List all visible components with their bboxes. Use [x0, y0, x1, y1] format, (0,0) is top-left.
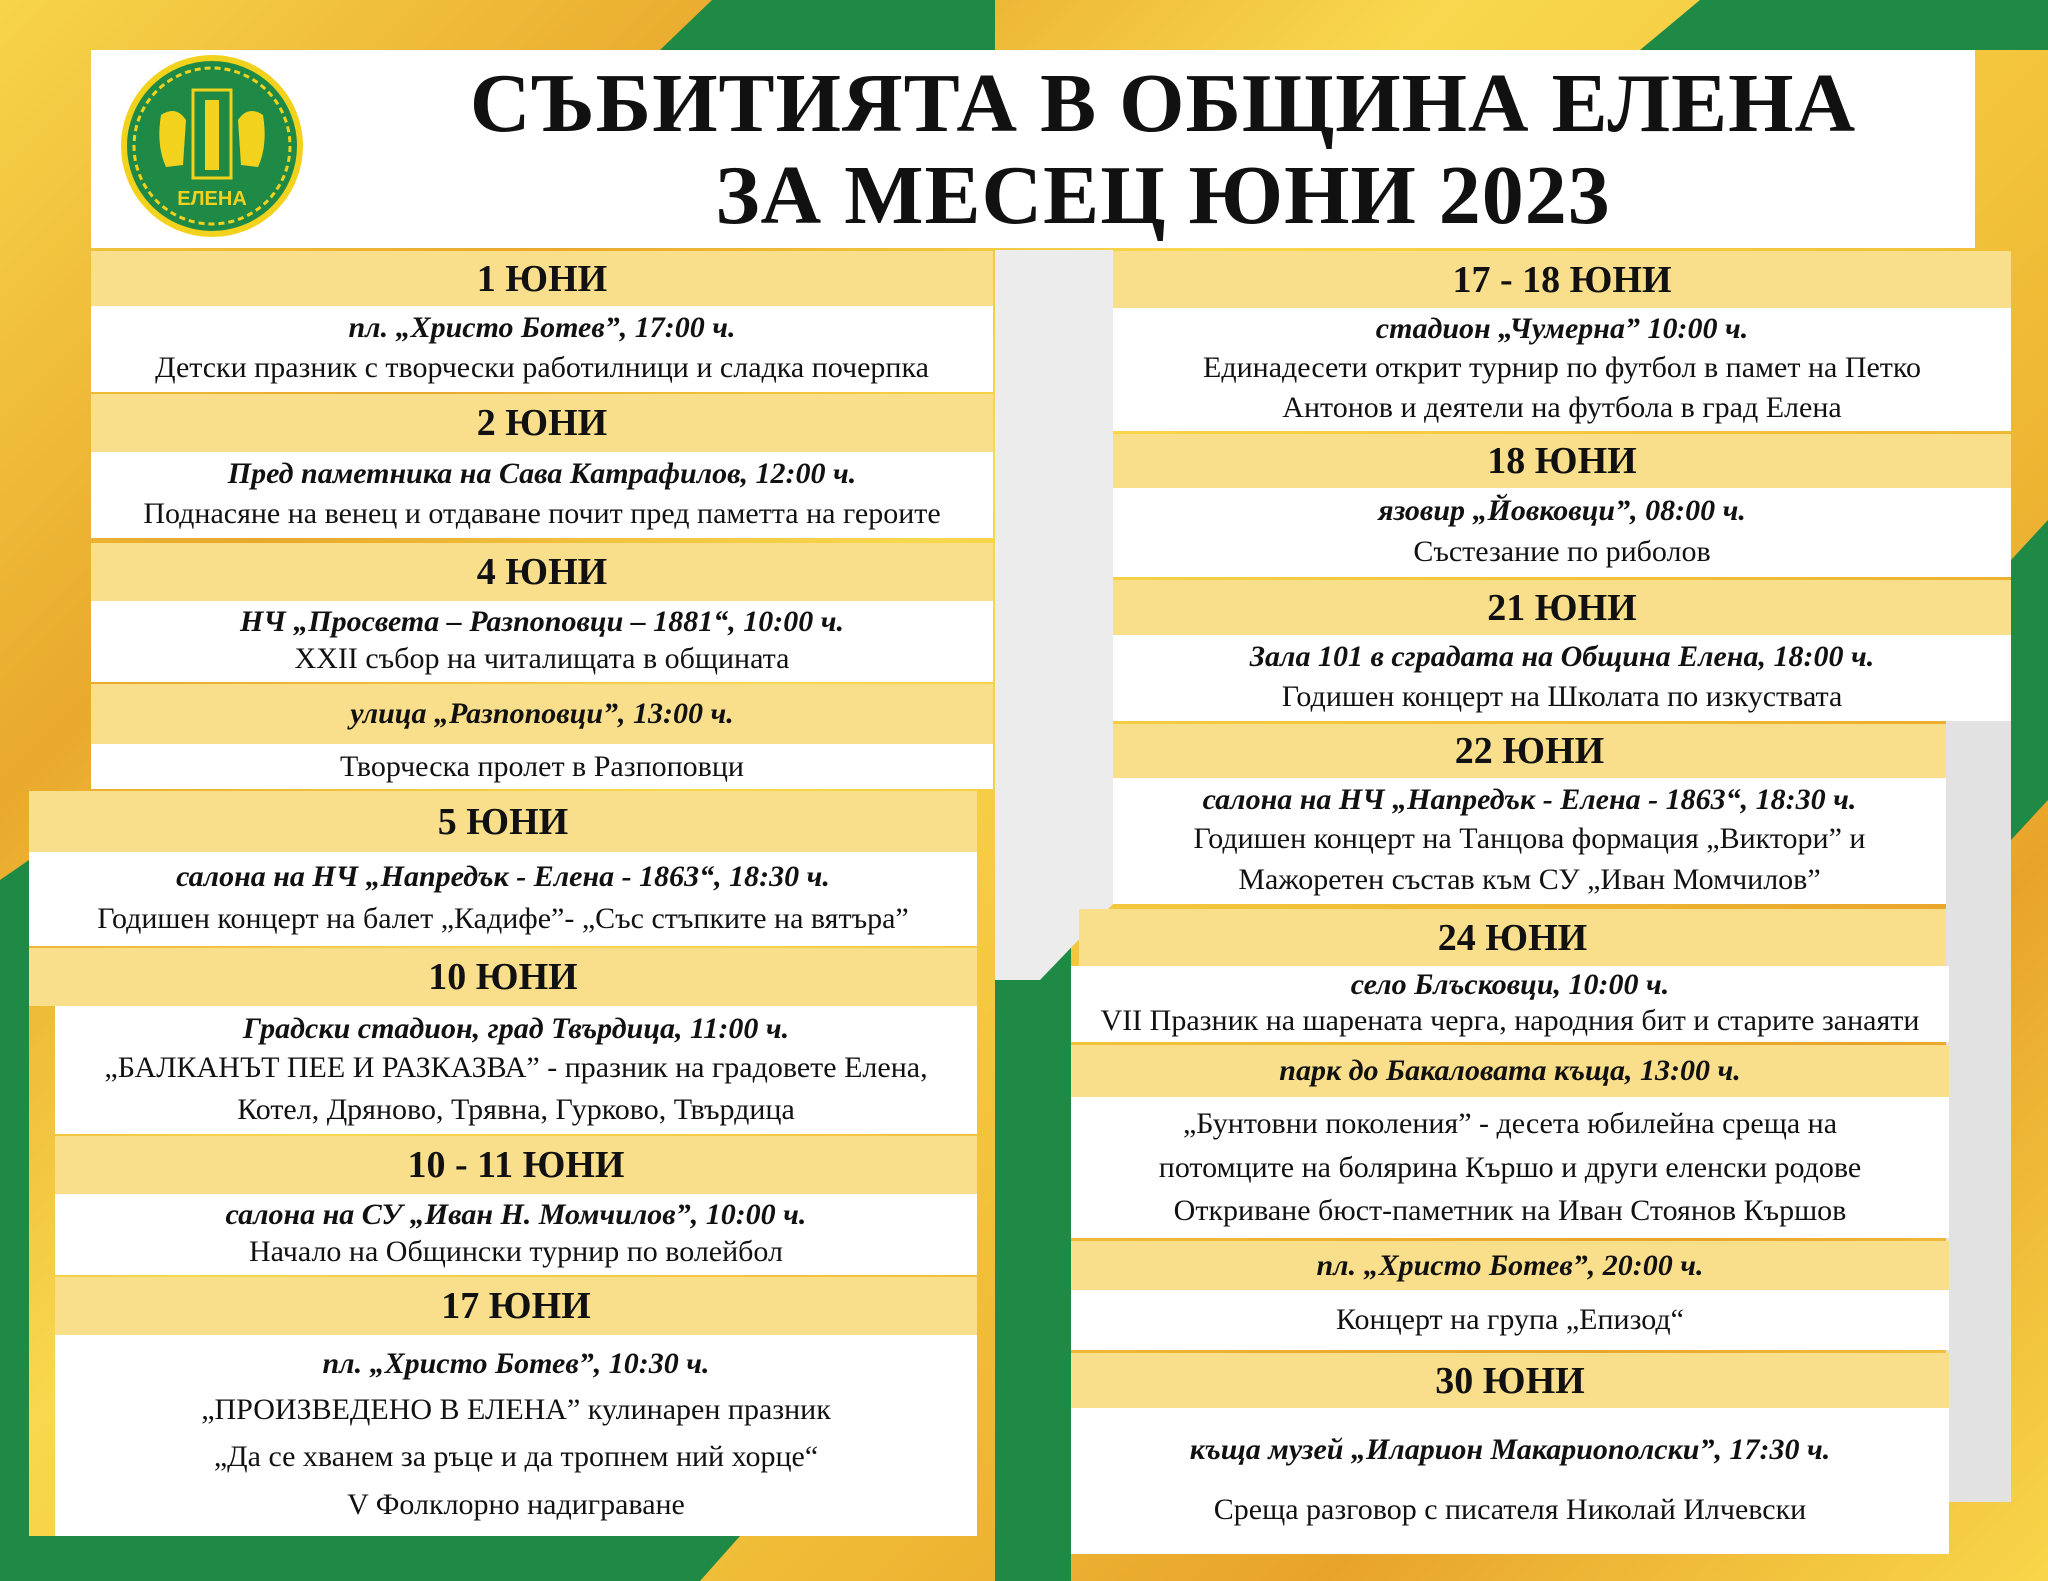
event-description: Годишен концерт на Школата по изкуствата — [1281, 679, 1843, 713]
event-date-heading: 24 ЮНИ — [1079, 909, 1946, 966]
event-details: НЧ „Просвета – Разпоповци – 1881“, 10:00… — [91, 601, 993, 682]
logo-text: ЕЛЕНА — [177, 188, 247, 210]
event-details: село Блъсковци, 10:00 ч. VII Празник на ш… — [1071, 966, 1949, 1042]
event-description: XXII събор на читалищата в общината — [294, 642, 790, 676]
event-description: Антонов и деятели на футбола в град Елен… — [1282, 390, 1842, 424]
event-date-heading: 1 ЮНИ — [91, 251, 993, 306]
event-description: Състезание по риболов — [1413, 534, 1711, 568]
event-description: „Бунтовни поколения” - десета юбилейна с… — [1182, 1106, 1838, 1140]
green-band-center — [995, 860, 1071, 1581]
event-description: „БАЛКАНЪТ ПЕЕ И РАЗКАЗВА” - празник на г… — [104, 1051, 928, 1084]
event-venue-band: пл. „Христо Ботев”, 20:00 ч. — [1071, 1241, 1949, 1290]
event-venue-time: салона на СУ „Иван Н. Момчилов”, 10:00 ч… — [225, 1197, 807, 1231]
event-date-heading: 22 ЮНИ — [1113, 724, 1946, 778]
event-description: Единадесети открит турнир по футбол в па… — [1203, 350, 1921, 384]
event-date-heading: 17 - 18 ЮНИ — [1113, 251, 2011, 308]
page-title: СЪБИТИЯТА В ОБЩИНА ЕЛЕНА ЗА МЕСЕЦ ЮНИ 20… — [351, 58, 1975, 242]
event-details: Градски стадион, град Твърдица, 11:00 ч.… — [55, 1006, 977, 1134]
event-details: Концерт на група „Епизод“ — [1071, 1290, 1949, 1350]
green-band-right — [2011, 520, 2048, 840]
header: ЕЛЕНА СЪБИТИЯТА В ОБЩИНА ЕЛЕНА ЗА МЕСЕЦ … — [91, 50, 1975, 248]
event-venue-time: пл. „Христо Ботев”, 10:30 ч. — [322, 1346, 710, 1380]
event-details: салона на СУ „Иван Н. Момчилов”, 10:00 ч… — [55, 1194, 977, 1275]
event-date-heading: 5 ЮНИ — [29, 791, 977, 852]
event-details: стадион „Чумерна” 10:00 ч. Единадесети от… — [1113, 308, 2011, 431]
event-description: Детски празник с творчески работилници и… — [155, 350, 929, 384]
event-venue-band: парк до Бакаловата къща, 13:00 ч. — [1071, 1045, 1949, 1097]
event-description: Годишен концерт на Танцова формация „Вик… — [1193, 822, 1866, 855]
event-venue-time: Градски стадион, град Твърдица, 11:00 ч. — [242, 1011, 790, 1045]
event-description: V Фолклорно надиграване — [347, 1488, 685, 1522]
event-date-heading: 18 ЮНИ — [1113, 434, 2011, 488]
event-details: Пред паметника на Сава Катрафилов, 12:00… — [91, 452, 993, 538]
event-venue-time: НЧ „Просвета – Разпоповци – 1881“, 10:00… — [240, 604, 844, 638]
event-venue-time: къща музей „Иларион Макариополски”, 17:3… — [1189, 1433, 1831, 1467]
green-band-top — [660, 0, 995, 50]
event-venue-time: салона на НЧ „Напредък - Елена - 1863“, … — [176, 860, 830, 893]
event-venue-time: язовир „Йовковци”, 08:00 ч. — [1378, 494, 1746, 528]
event-details: Зала 101 в сградата на Община Елена, 18:… — [1113, 635, 2011, 721]
event-description: „ПРОИЗВЕДЕНО В ЕЛЕНА” кулинарен празник — [201, 1392, 831, 1426]
event-description: потомците на болярина Кършо и други елен… — [1158, 1150, 1862, 1184]
event-details: салона на НЧ „Напредък - Елена - 1863“, … — [29, 852, 977, 946]
event-details: къща музей „Иларион Макариополски”, 17:3… — [1071, 1408, 1949, 1554]
event-date-heading: 10 ЮНИ — [29, 948, 977, 1006]
event-details: салона на НЧ „Напредък - Елена - 1863“, … — [1113, 778, 1946, 904]
green-band-bottom-left — [0, 1536, 740, 1581]
event-date-heading: 17 ЮНИ — [55, 1277, 977, 1335]
event-venue-band: улица „Разпоповци”, 13:00 ч. — [91, 684, 993, 744]
event-details: пл. „Христо Ботев”, 17:00 ч. Детски празн… — [91, 306, 993, 392]
event-description: Котел, Дряново, Трявна, Гурково, Твърдиц… — [237, 1092, 795, 1126]
green-band-top-right — [1640, 0, 2048, 50]
event-date-heading: 4 ЮНИ — [91, 543, 993, 601]
event-venue-time: стадион „Чумерна” 10:00 ч. — [1375, 312, 1749, 346]
title-line-2: ЗА МЕСЕЦ ЮНИ 2023 — [715, 149, 1611, 242]
event-description: Поднасяне на венец и отдаване почит пред… — [143, 496, 941, 530]
title-line-1: СЪБИТИЯТА В ОБЩИНА ЕЛЕНА — [469, 57, 1857, 150]
event-venue-time: Зала 101 в сградата на Община Елена, 18:… — [1249, 640, 1875, 674]
event-description: Мажоретен състав към СУ „Иван Момчилов” — [1238, 863, 1821, 896]
event-description: „Да се хванем за ръце и да тропнем ний х… — [213, 1440, 819, 1474]
event-venue-time: Пред паметника на Сава Катрафилов, 12:00… — [227, 457, 857, 491]
event-date-heading: 10 - 11 ЮНИ — [55, 1136, 977, 1194]
event-venue-time: село Блъсковци, 10:00 ч. — [1350, 968, 1670, 1001]
green-band-left — [0, 860, 29, 1581]
event-venue-time: пл. „Христо Ботев”, 17:00 ч. — [348, 311, 736, 345]
event-description: Годишен концерт на балет „Кадифе”- „Със … — [97, 902, 909, 935]
event-details: язовир „Йовковци”, 08:00 ч. Състезание по… — [1113, 488, 2011, 577]
event-description: Откриване бюст-паметник на Иван Стоянов … — [1173, 1194, 1847, 1228]
gray-ribbon-right — [1946, 640, 2011, 1502]
event-description: Творческа пролет в Разпоповци — [340, 749, 744, 783]
event-date-heading: 30 ЮНИ — [1071, 1353, 1949, 1408]
event-description: Начало на Общински турнир по волейбол — [249, 1235, 783, 1269]
event-description: VII Празник на шарената черга, народния … — [1100, 1004, 1920, 1037]
event-details: Творческа пролет в Разпоповци — [91, 744, 993, 789]
event-description: Среща разговор с писателя Николай Илчевс… — [1213, 1492, 1807, 1526]
event-description: Концерт на група „Епизод“ — [1336, 1303, 1684, 1336]
event-venue-time: салона на НЧ „Напредък - Елена - 1863“, … — [1202, 783, 1857, 816]
event-details: пл. „Христо Ботев”, 10:30 ч. „ПРОИЗВЕДЕНО… — [55, 1335, 977, 1536]
gray-ribbon-center — [995, 250, 1113, 980]
event-details: „Бунтовни поколения” - десета юбилейна с… — [1071, 1097, 1949, 1238]
elena-coat-of-arms-logo: ЕЛЕНА — [121, 55, 303, 237]
event-date-heading: 21 ЮНИ — [1113, 580, 2011, 635]
event-date-heading: 2 ЮНИ — [91, 394, 993, 452]
